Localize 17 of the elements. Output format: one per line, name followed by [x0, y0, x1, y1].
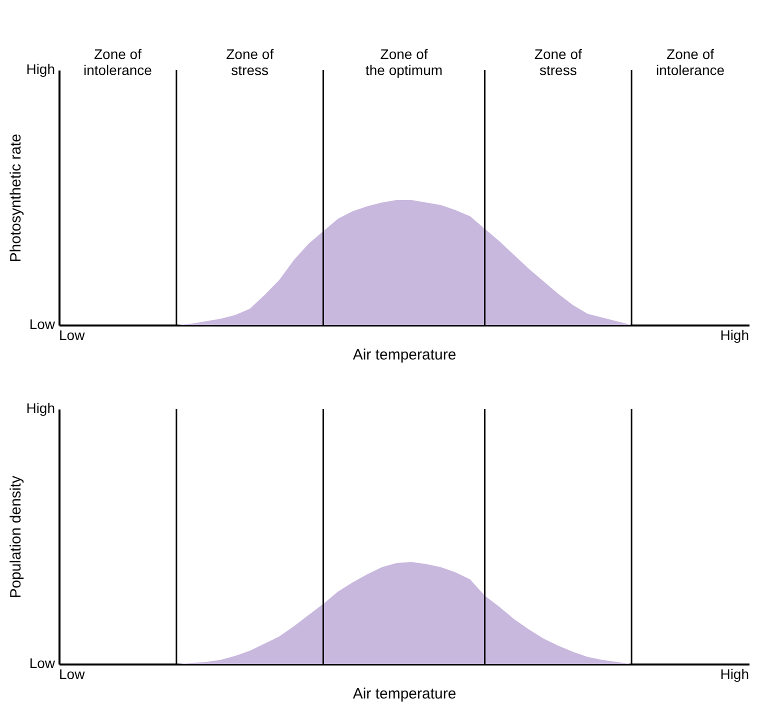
x-axis-title: Air temperature — [352, 686, 456, 702]
text: Low — [29, 316, 56, 332]
x-axis-title: Air temperature — [352, 346, 456, 364]
text: Zone of stress — [534, 46, 582, 78]
text: High — [26, 61, 55, 77]
text: Low — [29, 655, 56, 671]
text: Zone of the optimum — [365, 46, 443, 78]
y-axis-title: Photosynthetic rate — [8, 134, 24, 262]
text: High — [720, 327, 749, 343]
text: High — [720, 666, 749, 682]
text: High — [26, 400, 55, 416]
y-axis-title: Population density — [8, 475, 24, 598]
text: Zone of stress — [226, 46, 274, 78]
text: Low — [59, 666, 86, 682]
text: Low — [59, 327, 86, 343]
text: Zone of intolerance — [656, 46, 725, 78]
text: Zone of intolerance — [83, 46, 152, 78]
